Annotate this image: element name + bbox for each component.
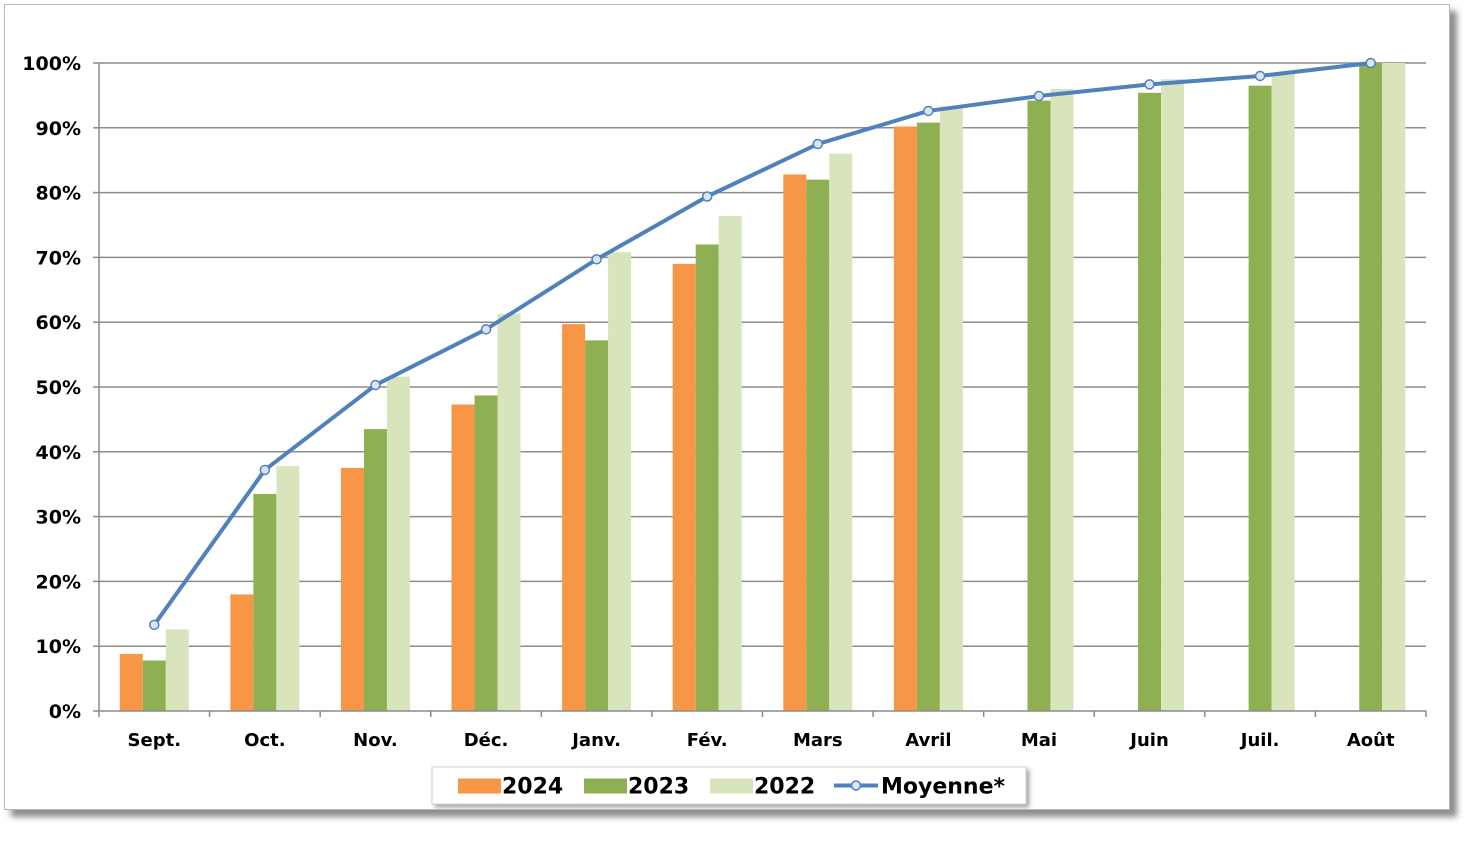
bar-2023-2 — [363, 429, 387, 711]
line-point — [1254, 70, 1266, 82]
average-line — [149, 57, 1376, 631]
bar-2023-10 — [1248, 85, 1272, 712]
legend-label-2024: 2024 — [502, 775, 563, 800]
bar-2022-9 — [1161, 79, 1185, 711]
y-tick-label: 60% — [36, 312, 81, 334]
y-tick-label: 70% — [36, 247, 81, 269]
line-point — [812, 138, 824, 150]
y-tick-label: 100% — [22, 53, 81, 75]
bar-2022-11 — [1382, 63, 1406, 711]
legend-swatch-2022 — [710, 778, 753, 794]
x-category-label: Août — [1347, 730, 1395, 751]
x-category-label: Sept. — [128, 730, 182, 751]
bar-2024-1 — [230, 594, 254, 711]
bar-2022-6 — [829, 153, 853, 712]
bar-2022-4 — [608, 252, 632, 711]
bar-2024-5 — [672, 263, 696, 711]
x-category-label: Janv. — [570, 730, 621, 751]
chart-svg: 0% 10% 20% 30% 40% 50% 60% 70% 80% 90% 100% Sept. Oc… — [22, 53, 1427, 805]
bar-2022-5 — [718, 215, 742, 712]
bar-2024-7 — [893, 126, 917, 711]
bar-2023-0 — [142, 660, 166, 711]
bar-2024-6 — [783, 174, 807, 711]
x-category-label: Mai — [1021, 730, 1057, 751]
x-category-label: Juil. — [1239, 730, 1280, 751]
y-tick-label: 20% — [36, 571, 81, 593]
line-point — [149, 619, 160, 631]
bar-2023-4 — [585, 340, 609, 711]
line-point — [370, 379, 381, 391]
x-category-label: Avril — [905, 730, 951, 751]
bar-2022-2 — [386, 376, 410, 711]
bar-2024-2 — [340, 468, 364, 711]
line-point — [591, 254, 602, 265]
bar-2022-0 — [165, 629, 189, 711]
bar-2022-1 — [276, 466, 300, 711]
y-tick-label: 10% — [36, 636, 81, 658]
x-category-label: Juin — [1128, 730, 1169, 751]
line-point — [1033, 90, 1045, 102]
line-point — [1144, 79, 1155, 90]
y-tick-label: 0% — [49, 701, 81, 723]
line-point — [259, 464, 271, 476]
legend: 2024 2023 2022 Moyenne* — [431, 766, 1027, 805]
legend-label-2022: 2022 — [754, 775, 815, 800]
y-tick-label: 40% — [36, 442, 81, 464]
line-point — [480, 324, 492, 335]
bar-2022-8 — [1050, 88, 1074, 712]
bars — [119, 63, 1406, 712]
x-category-label: Fév. — [687, 730, 728, 751]
bar-2023-5 — [695, 244, 719, 711]
axes — [93, 62, 1427, 717]
bar-2024-3 — [451, 404, 475, 711]
y-tick-label: 80% — [36, 183, 81, 205]
axis-labels: 0% 10% 20% 30% 40% 50% 60% 70% 80% 90% 100% Sept. Oc… — [22, 53, 1395, 751]
line-point — [1365, 57, 1376, 69]
y-tick-label: 90% — [36, 118, 81, 140]
bar-2023-1 — [253, 493, 277, 711]
x-category-label: Nov. — [353, 730, 398, 751]
gridlines — [99, 62, 1426, 647]
line-point — [701, 191, 713, 202]
line-Moyenne* — [152, 61, 1371, 626]
bar-2022-7 — [939, 106, 963, 711]
x-category-label: Oct. — [244, 730, 285, 751]
bar-2023-9 — [1138, 92, 1162, 712]
legend-label-2023: 2023 — [628, 775, 689, 800]
bar-2022-3 — [497, 313, 521, 711]
x-category-label: Déc. — [464, 730, 509, 751]
chart-frame: 0% 10% 20% 30% 40% 50% 60% 70% 80% 90% 100% Sept. Oc… — [4, 4, 1450, 810]
bar-2023-3 — [474, 395, 498, 711]
bar-2024-4 — [562, 324, 586, 711]
bar-2022-10 — [1271, 72, 1295, 712]
bar-2023-8 — [1027, 100, 1051, 712]
line-point — [923, 105, 934, 117]
x-category-label: Mars — [793, 730, 843, 751]
legend-swatch-2024 — [458, 778, 501, 794]
bar-2024-0 — [119, 653, 143, 711]
bar-2023-11 — [1359, 63, 1383, 711]
legend-label-Moyenne*: Moyenne* — [881, 775, 1006, 800]
y-tick-label: 30% — [36, 507, 81, 529]
bar-2023-7 — [916, 122, 940, 712]
legend-swatch-2023 — [584, 778, 627, 794]
legend-marker — [850, 780, 862, 791]
y-tick-label: 50% — [36, 377, 81, 399]
bar-2023-6 — [806, 179, 830, 711]
